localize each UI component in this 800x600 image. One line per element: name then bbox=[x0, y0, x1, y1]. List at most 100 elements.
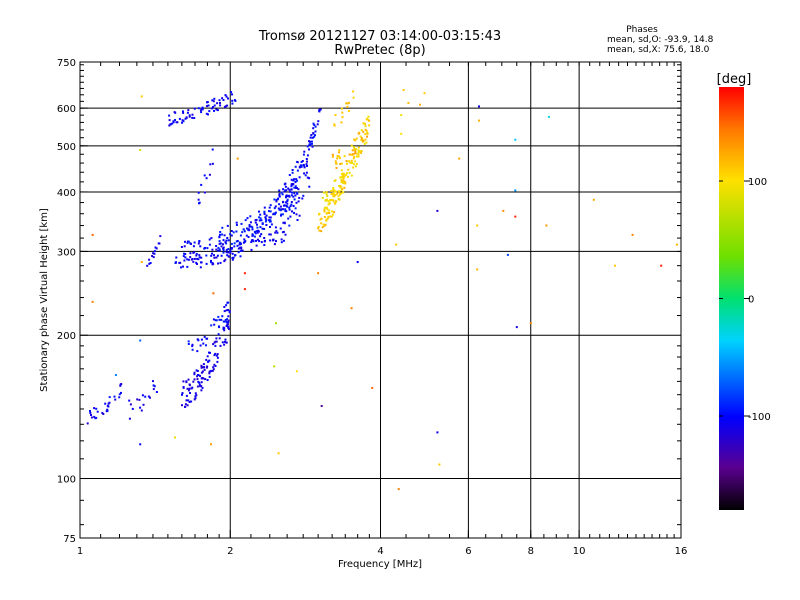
data-point bbox=[365, 118, 368, 121]
data-point bbox=[314, 125, 317, 128]
y-tick-label: 750 bbox=[57, 58, 76, 69]
data-point bbox=[218, 325, 220, 328]
data-point bbox=[272, 213, 275, 216]
data-point bbox=[226, 104, 229, 107]
data-point bbox=[300, 165, 303, 168]
data-point bbox=[281, 213, 284, 216]
data-point bbox=[345, 102, 348, 105]
data-point bbox=[339, 185, 342, 187]
data-point bbox=[402, 89, 405, 91]
data-point bbox=[303, 172, 306, 175]
data-point bbox=[209, 351, 211, 354]
data-point bbox=[247, 228, 250, 231]
data-point bbox=[217, 315, 220, 318]
data-point bbox=[248, 224, 251, 226]
data-point bbox=[227, 325, 230, 328]
data-point bbox=[216, 254, 219, 257]
data-point bbox=[152, 252, 155, 255]
data-point bbox=[282, 239, 285, 242]
data-point bbox=[294, 194, 297, 197]
data-point bbox=[592, 198, 595, 201]
data-point bbox=[195, 261, 198, 264]
data-point bbox=[214, 352, 217, 355]
data-point bbox=[227, 251, 230, 254]
data-point bbox=[185, 394, 188, 397]
data-point bbox=[151, 255, 154, 257]
data-point bbox=[186, 265, 189, 268]
data-point bbox=[275, 322, 277, 325]
data-point bbox=[185, 116, 188, 119]
data-point bbox=[218, 240, 221, 243]
data-point bbox=[321, 226, 324, 229]
data-point bbox=[295, 187, 298, 189]
data-point bbox=[206, 365, 209, 368]
data-point bbox=[89, 410, 91, 412]
data-point bbox=[269, 220, 272, 223]
data-point bbox=[90, 414, 92, 416]
data-point bbox=[250, 248, 253, 251]
data-point bbox=[320, 230, 323, 233]
data-point bbox=[212, 106, 214, 108]
data-point bbox=[202, 342, 205, 345]
data-point bbox=[212, 343, 215, 346]
data-point bbox=[280, 191, 283, 194]
data-point bbox=[198, 254, 201, 257]
data-point bbox=[231, 258, 234, 261]
data-point bbox=[233, 242, 236, 245]
data-point bbox=[254, 219, 257, 222]
data-point bbox=[221, 97, 224, 100]
x-tick-label: 2 bbox=[227, 546, 233, 557]
data-point bbox=[228, 327, 230, 330]
data-point bbox=[478, 105, 480, 108]
data-point bbox=[193, 251, 196, 254]
data-point bbox=[93, 407, 96, 410]
data-point bbox=[263, 228, 266, 230]
data-point bbox=[325, 198, 328, 201]
data-point bbox=[288, 195, 291, 198]
data-point bbox=[333, 123, 336, 126]
data-point bbox=[319, 218, 322, 221]
data-point bbox=[351, 149, 354, 152]
data-point bbox=[185, 399, 188, 402]
data-point bbox=[514, 138, 517, 141]
data-point bbox=[228, 255, 231, 258]
data-point bbox=[438, 463, 441, 466]
data-point bbox=[506, 253, 509, 256]
data-point bbox=[298, 196, 301, 199]
data-point bbox=[198, 240, 201, 242]
data-point bbox=[358, 132, 361, 135]
data-point bbox=[185, 380, 188, 383]
data-point bbox=[200, 111, 203, 114]
data-point bbox=[306, 176, 309, 179]
data-point bbox=[197, 191, 200, 194]
data-point bbox=[366, 132, 369, 135]
data-point bbox=[263, 244, 266, 246]
data-point bbox=[274, 213, 276, 216]
data-point bbox=[320, 222, 323, 225]
data-point bbox=[282, 188, 285, 191]
data-point bbox=[325, 212, 328, 215]
data-point bbox=[343, 175, 346, 178]
data-point bbox=[231, 102, 234, 105]
data-point bbox=[200, 385, 203, 388]
data-point bbox=[235, 224, 238, 226]
data-point bbox=[333, 124, 336, 127]
data-point bbox=[529, 322, 532, 325]
data-point bbox=[148, 262, 151, 265]
data-point bbox=[397, 488, 400, 491]
data-point bbox=[200, 338, 203, 341]
data-point bbox=[202, 363, 205, 366]
data-point bbox=[140, 409, 143, 412]
data-point bbox=[259, 213, 262, 216]
data-point bbox=[140, 261, 143, 263]
data-point bbox=[324, 223, 327, 226]
data-point bbox=[206, 355, 209, 358]
data-point bbox=[329, 199, 332, 202]
data-point bbox=[356, 261, 359, 263]
data-point bbox=[222, 328, 225, 330]
data-point bbox=[303, 150, 306, 153]
data-point bbox=[328, 209, 331, 212]
data-point bbox=[288, 224, 291, 227]
data-point bbox=[660, 264, 663, 267]
data-point bbox=[215, 248, 218, 251]
